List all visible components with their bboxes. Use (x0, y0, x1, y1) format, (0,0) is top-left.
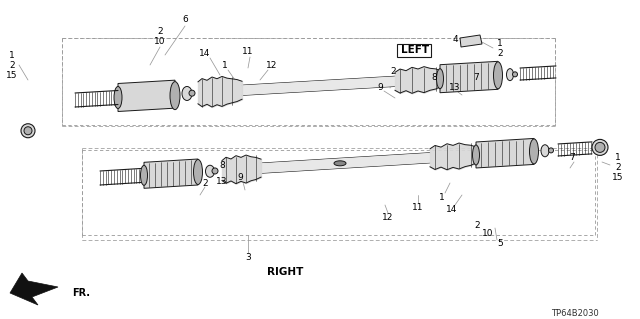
Ellipse shape (334, 161, 346, 166)
Bar (397, 44, 431, 57)
Text: 2: 2 (615, 164, 621, 173)
Polygon shape (242, 76, 395, 95)
Text: RIGHT: RIGHT (267, 267, 303, 277)
Text: 8: 8 (431, 72, 437, 81)
Text: 1: 1 (497, 40, 503, 48)
Ellipse shape (141, 165, 147, 185)
Text: 13: 13 (449, 84, 461, 93)
Ellipse shape (114, 86, 122, 108)
Text: 5: 5 (497, 239, 503, 248)
Text: 12: 12 (382, 213, 394, 222)
Text: 9: 9 (237, 174, 243, 182)
Polygon shape (10, 273, 58, 305)
Ellipse shape (436, 69, 444, 89)
Polygon shape (261, 153, 430, 173)
Ellipse shape (189, 90, 195, 96)
Polygon shape (460, 35, 482, 47)
Ellipse shape (595, 142, 605, 152)
Ellipse shape (212, 168, 218, 174)
Ellipse shape (24, 127, 32, 135)
Text: 2: 2 (474, 220, 480, 229)
Text: 2: 2 (9, 61, 15, 70)
Text: 2: 2 (497, 48, 503, 57)
Polygon shape (118, 80, 175, 112)
Text: 14: 14 (199, 48, 211, 57)
Text: 7: 7 (473, 73, 479, 83)
Text: 15: 15 (612, 174, 624, 182)
Text: 10: 10 (483, 228, 493, 238)
Text: 7: 7 (569, 153, 575, 162)
Ellipse shape (182, 86, 192, 100)
Text: 9: 9 (377, 83, 383, 92)
Ellipse shape (21, 124, 35, 138)
Text: 2: 2 (390, 68, 396, 77)
Text: 2: 2 (202, 179, 208, 188)
Text: 1: 1 (439, 194, 445, 203)
Text: 3: 3 (245, 254, 251, 263)
Text: 11: 11 (243, 48, 253, 56)
Text: FR.: FR. (72, 288, 90, 298)
Ellipse shape (529, 139, 538, 164)
Ellipse shape (472, 145, 479, 165)
Ellipse shape (592, 139, 608, 155)
Ellipse shape (506, 69, 513, 81)
Ellipse shape (193, 160, 202, 184)
Text: TP64B2030: TP64B2030 (551, 308, 599, 317)
Polygon shape (476, 138, 534, 168)
Ellipse shape (205, 165, 214, 177)
Ellipse shape (513, 72, 518, 77)
Text: 4: 4 (452, 35, 458, 44)
Text: 1: 1 (222, 61, 228, 70)
Text: 12: 12 (266, 61, 278, 70)
Ellipse shape (493, 62, 502, 89)
Ellipse shape (170, 82, 180, 110)
Text: 11: 11 (412, 204, 424, 212)
Text: 1: 1 (9, 50, 15, 60)
Text: 13: 13 (216, 177, 228, 187)
Text: LEFT: LEFT (401, 45, 429, 55)
Text: 10: 10 (154, 36, 166, 46)
Polygon shape (440, 61, 498, 93)
Text: 6: 6 (182, 16, 188, 25)
Ellipse shape (548, 148, 554, 153)
Ellipse shape (541, 145, 549, 157)
Text: 15: 15 (6, 70, 18, 79)
Text: 8: 8 (219, 160, 225, 169)
Polygon shape (144, 159, 198, 188)
Text: 2: 2 (157, 27, 163, 36)
Text: 14: 14 (446, 205, 458, 214)
Text: 1: 1 (615, 153, 621, 162)
